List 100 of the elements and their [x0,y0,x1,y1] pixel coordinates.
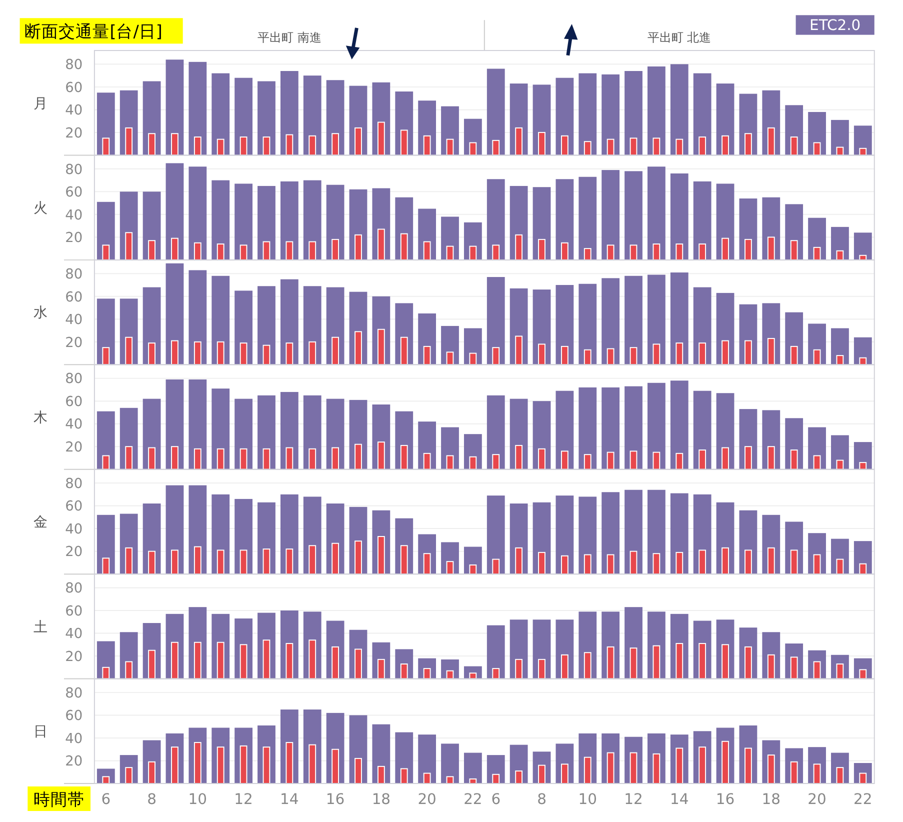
bar [538,658,546,680]
bar [377,536,385,575]
bar [676,138,684,156]
bar [102,244,110,260]
text: 断面交通量[台/日] [24,22,162,41]
y-tick-label: 80 [65,162,83,178]
x-tick-label: 18 [372,791,391,808]
bar [584,454,592,470]
bar [492,454,500,470]
bar [676,643,684,680]
bar [400,768,408,784]
bar [767,547,775,575]
bar [171,746,178,784]
text: 平出町 南進 [258,30,322,45]
bar [813,661,821,680]
bar [859,772,867,784]
bar [308,448,316,470]
bar [308,744,316,784]
bar [286,447,294,470]
x-tick-label: 18 [762,791,781,808]
bar [377,328,385,366]
bar [515,127,523,156]
bar [813,764,821,784]
bar [693,73,712,156]
x-tick-label: 16 [716,791,735,808]
bar [194,448,202,470]
bar [194,242,202,260]
bar [744,238,752,260]
bar [744,446,752,470]
bar [125,127,133,156]
bar [538,448,546,470]
x-tick-label: 20 [808,791,826,808]
bar [560,555,568,575]
y-tick-label: 20 [65,754,83,770]
text: ETC2.0 [810,16,861,34]
bar [240,342,248,366]
bar [286,643,294,680]
bar [624,386,642,470]
y-tick-label: 60 [65,394,83,410]
bar [515,444,523,470]
bar [492,347,500,366]
bar [624,71,642,156]
bar [418,734,436,784]
bar [262,448,270,470]
bar [584,756,592,784]
y-tick-label: 60 [65,498,83,515]
bar [767,338,775,366]
bar [790,550,798,575]
bar [722,135,729,156]
bar [698,550,706,575]
bar [377,658,385,680]
bar [624,171,642,260]
bar [332,542,340,575]
y-tick-label: 80 [65,57,83,74]
bar [652,553,660,575]
y-axis-title: 土 [33,619,48,636]
bar [676,552,684,575]
bar [556,179,574,260]
bar [652,244,660,260]
bar [216,550,224,575]
bar [859,462,867,470]
bar [602,278,620,365]
bar [670,380,688,470]
bar [790,346,798,366]
bar [469,564,477,575]
bar [560,764,568,784]
y-tick-label: 40 [65,207,83,224]
bar [538,132,546,156]
bar [400,130,408,156]
bar [286,134,294,156]
bar [560,135,568,156]
bar [606,554,614,575]
bar [332,238,340,260]
bar [606,244,614,260]
x-tick-label: 20 [418,791,436,808]
bar [698,450,706,470]
bar [606,452,614,470]
bar [148,133,156,156]
bar [188,166,207,260]
bar [652,452,660,470]
bar [125,446,133,470]
y-axis-title: 日 [33,724,48,740]
y-tick-label: 20 [65,125,83,142]
bar [854,232,872,260]
bar [630,138,638,156]
bar [744,646,752,680]
bar [670,64,688,156]
bar [102,666,110,680]
x-tick-label: 8 [147,791,156,808]
y-tick-label: 60 [65,708,83,724]
bar [515,336,523,366]
bar [216,448,224,470]
y-axis-title: 木 [33,410,48,426]
bar [836,767,844,784]
bar [584,349,592,366]
bar [744,133,752,156]
bar [538,344,546,366]
bar [125,232,133,260]
bar [286,742,294,784]
y-tick-label: 80 [65,476,83,492]
